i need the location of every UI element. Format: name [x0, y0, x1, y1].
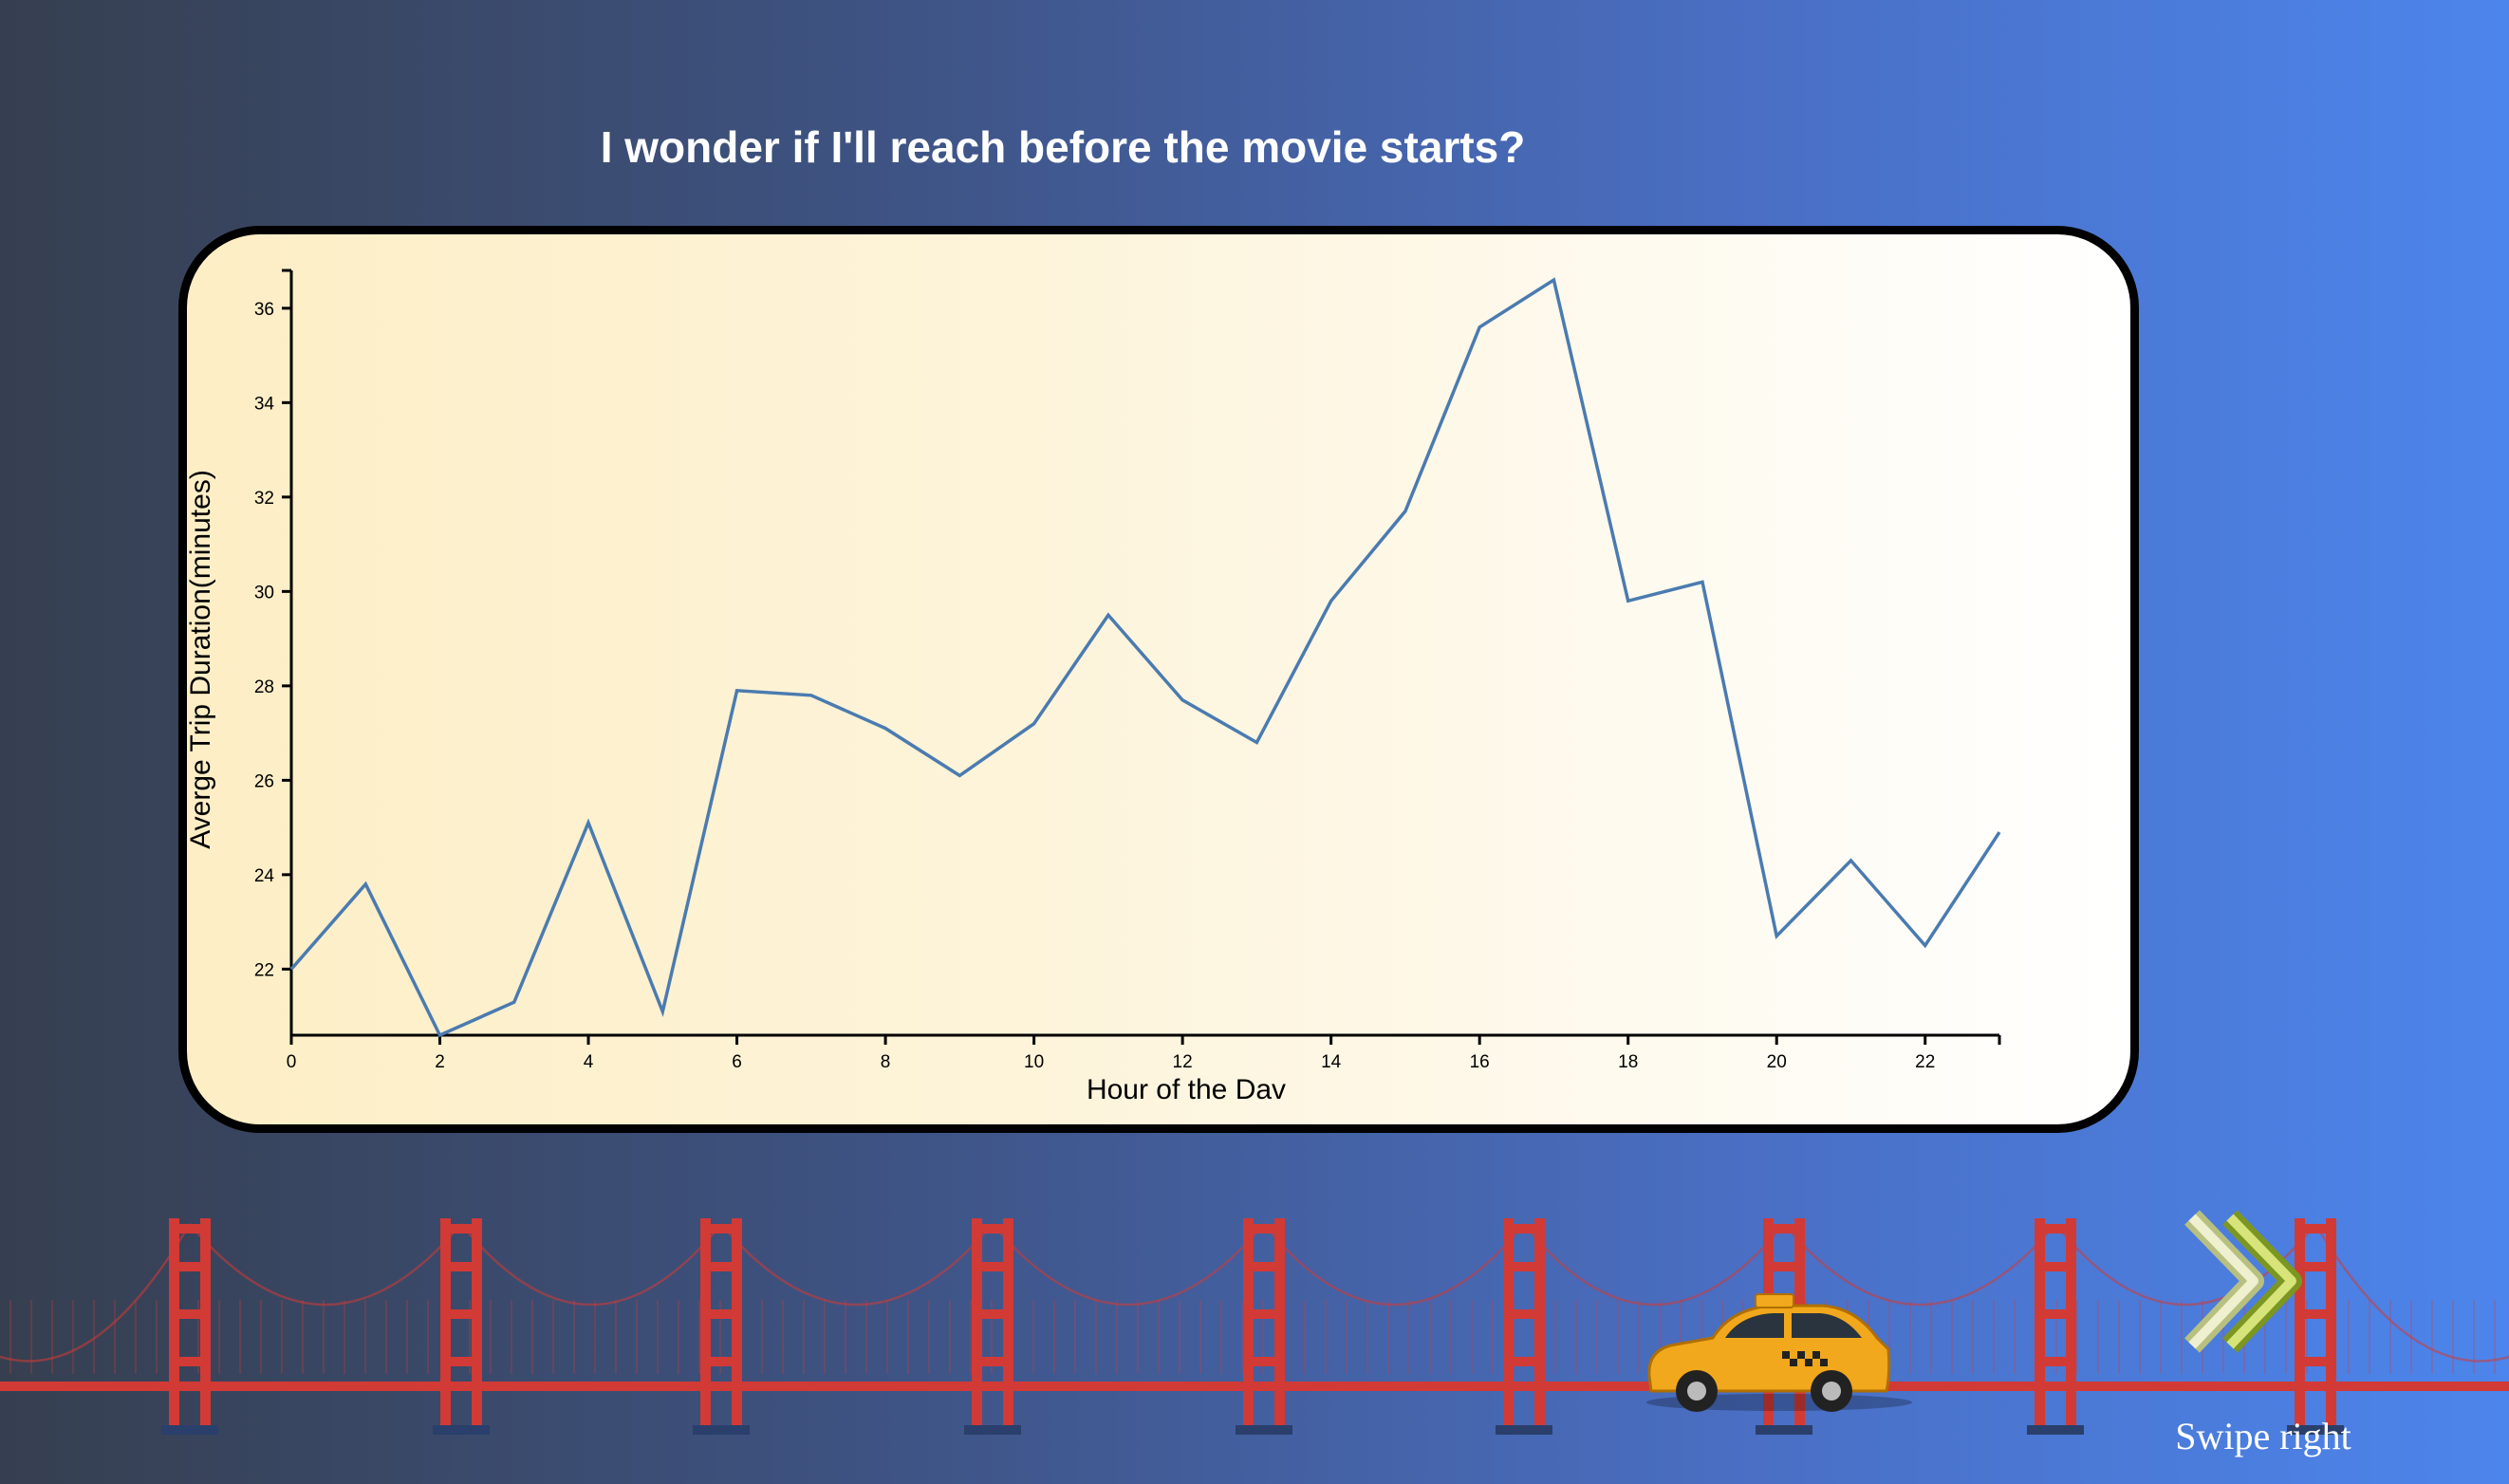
- y-tick-label: 26: [254, 771, 274, 791]
- x-tick-label: 18: [1618, 1052, 1638, 1072]
- suspension-cable: [189, 1223, 462, 1307]
- bridge-deck: [0, 1382, 2509, 1391]
- chart-card: 22 24 26 28 30 32 34 36 0 2 4 6 8 10 12 14 16 18 20 22 Hou…: [178, 226, 2139, 1133]
- chart-headline: I wonder if I'll reach before the movie …: [600, 122, 1526, 172]
- bridge-tower: [1236, 1218, 1292, 1435]
- y-tick-label: 22: [254, 960, 274, 980]
- bridge-tower: [693, 1218, 750, 1435]
- bridge-tower: [2287, 1218, 2344, 1435]
- x-tick-label: 10: [1024, 1052, 1044, 1072]
- suspension-cable: [1523, 1223, 1785, 1307]
- y-axis-label: Averge Trip Duration(minutes): [187, 470, 216, 849]
- bridge-tower: [964, 1218, 1021, 1435]
- y-tick-label: 24: [254, 866, 275, 886]
- x-tick-label: 16: [1470, 1052, 1490, 1072]
- x-tick-label: 0: [287, 1052, 297, 1072]
- series-line: [289, 277, 2001, 1038]
- x-tick-label: 20: [1767, 1052, 1787, 1072]
- bridge-illustration: [0, 1218, 2509, 1435]
- bridge-tower: [1496, 1218, 1552, 1435]
- bridge-scene: [0, 1218, 2509, 1435]
- y-tick-label: 30: [254, 583, 274, 603]
- bridge-tower: [2027, 1218, 2084, 1435]
- x-tick-label: 6: [732, 1052, 742, 1072]
- y-tick-label: 32: [254, 489, 274, 509]
- suspension-cable: [460, 1223, 722, 1307]
- x-axis: 0 2 4 6 8 10 12 14 16 18 20 22: [287, 1033, 2001, 1072]
- y-tick-label: 28: [254, 677, 274, 697]
- double-chevron-right-icon[interactable]: [2173, 1203, 2344, 1374]
- suspension-cable: [1783, 1223, 2056, 1307]
- suspension-cable: [720, 1223, 994, 1307]
- x-tick-label: 14: [1321, 1052, 1342, 1072]
- x-axis-label: Hour of the Dav: [1087, 1074, 1286, 1105]
- x-tick-label: 8: [881, 1052, 891, 1072]
- taxi-icon: [1646, 1293, 1912, 1412]
- y-axis: 22 24 26 28 30 32 34 36: [254, 269, 293, 1035]
- y-tick-label: 34: [254, 394, 275, 414]
- x-tick-label: 2: [435, 1052, 445, 1072]
- y-tick-label: 36: [254, 300, 274, 320]
- suspension-cable: [1263, 1223, 1525, 1307]
- x-tick-label: 12: [1173, 1052, 1193, 1072]
- bridge-tower: [161, 1218, 218, 1435]
- x-tick-label: 22: [1915, 1052, 1935, 1072]
- x-tick-label: 4: [584, 1052, 594, 1072]
- suspension-cable: [992, 1223, 1265, 1307]
- swipe-right-label[interactable]: Swipe right: [2175, 1415, 2351, 1457]
- bridge-tower: [433, 1218, 490, 1435]
